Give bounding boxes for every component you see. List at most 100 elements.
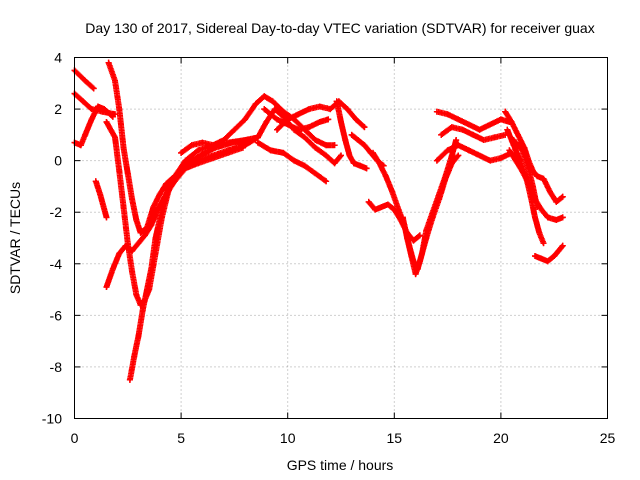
data-point bbox=[338, 152, 344, 159]
data-point bbox=[502, 108, 509, 115]
data-point bbox=[544, 214, 551, 221]
data-point bbox=[423, 227, 430, 234]
data-point bbox=[171, 178, 178, 185]
data-point bbox=[112, 77, 119, 84]
data-point bbox=[532, 196, 539, 203]
data-point bbox=[316, 118, 323, 125]
data-point bbox=[143, 286, 150, 293]
data-point bbox=[120, 204, 127, 211]
data-point bbox=[133, 291, 140, 298]
y-tick-label: 0 bbox=[54, 153, 62, 169]
data-point bbox=[382, 173, 389, 180]
data-point bbox=[77, 142, 84, 149]
y-tick-label: 4 bbox=[54, 50, 62, 66]
data-point bbox=[137, 302, 144, 309]
data-point bbox=[406, 242, 413, 249]
data-point bbox=[497, 155, 504, 162]
data-point bbox=[559, 214, 566, 221]
series-trace-s bbox=[433, 142, 515, 164]
data-point bbox=[103, 214, 110, 221]
series-trace-n bbox=[333, 98, 370, 172]
data-point bbox=[361, 142, 368, 149]
y-tick-labels: -10 -8 -6 -4 -2 0 2 4 bbox=[42, 50, 62, 427]
data-point bbox=[323, 142, 330, 149]
data-point bbox=[284, 121, 291, 128]
data-point bbox=[525, 165, 532, 172]
data-point bbox=[323, 178, 330, 185]
data-point bbox=[465, 147, 472, 154]
data-point bbox=[229, 139, 236, 146]
data-point bbox=[152, 250, 159, 257]
data-point bbox=[129, 247, 136, 254]
data-point bbox=[429, 214, 436, 221]
data-point bbox=[423, 235, 430, 241]
series-trace-y bbox=[510, 137, 541, 211]
data-point bbox=[124, 170, 131, 177]
data-point bbox=[352, 116, 359, 123]
data-point bbox=[267, 147, 274, 154]
data-point bbox=[109, 265, 116, 272]
data-point bbox=[129, 268, 136, 275]
data-point bbox=[525, 157, 532, 164]
data-point bbox=[323, 152, 330, 159]
data-point bbox=[178, 149, 185, 156]
data-point bbox=[327, 106, 334, 113]
data-point bbox=[291, 157, 298, 164]
data-point bbox=[436, 191, 443, 198]
data-point bbox=[532, 214, 539, 221]
data-point bbox=[372, 206, 379, 213]
data-point bbox=[465, 121, 472, 128]
data-point bbox=[301, 126, 308, 133]
data-point bbox=[410, 258, 417, 265]
data-point bbox=[444, 111, 451, 118]
data-point bbox=[510, 142, 517, 149]
data-point bbox=[261, 106, 268, 113]
data-point bbox=[350, 160, 357, 167]
data-point bbox=[295, 126, 302, 133]
y-tick-label: -10 bbox=[42, 411, 62, 427]
data-point bbox=[82, 131, 89, 138]
data-point bbox=[384, 201, 391, 208]
data-point bbox=[404, 235, 411, 241]
data-point bbox=[540, 175, 547, 182]
x-tick-label: 10 bbox=[280, 430, 296, 446]
data-point bbox=[508, 118, 515, 125]
data-point bbox=[519, 147, 526, 154]
x-tick-label: 0 bbox=[71, 430, 79, 446]
data-point bbox=[103, 118, 110, 125]
data-point bbox=[195, 160, 202, 167]
data-point bbox=[544, 258, 551, 265]
y-tick-label: -8 bbox=[50, 359, 63, 375]
series-trace-z bbox=[532, 242, 566, 265]
series-trace-d bbox=[92, 178, 110, 221]
data-point bbox=[280, 108, 287, 115]
series-trace-w bbox=[504, 126, 547, 247]
data-point bbox=[148, 222, 155, 229]
data-point bbox=[333, 98, 340, 105]
data-point bbox=[88, 106, 95, 113]
data-point bbox=[82, 77, 89, 84]
data-point bbox=[163, 191, 170, 198]
data-point bbox=[306, 106, 313, 113]
data-point bbox=[325, 116, 332, 123]
data-point bbox=[429, 209, 436, 216]
data-point bbox=[141, 296, 148, 303]
data-point bbox=[448, 152, 455, 159]
data-point bbox=[331, 160, 338, 167]
data-point bbox=[126, 376, 133, 383]
data-point bbox=[532, 253, 539, 260]
data-point bbox=[122, 242, 129, 249]
data-point bbox=[497, 116, 504, 123]
data-point bbox=[158, 214, 165, 221]
data-point bbox=[143, 224, 150, 231]
data-point bbox=[529, 183, 536, 190]
data-points bbox=[71, 59, 566, 383]
series-trace-j bbox=[254, 106, 344, 167]
data-point bbox=[534, 204, 541, 211]
data-point bbox=[231, 126, 238, 133]
chart-title: Day 130 of 2017, Sidereal Day-to-day VTE… bbox=[85, 20, 594, 36]
data-point bbox=[139, 307, 146, 314]
scatter-markers bbox=[71, 59, 566, 383]
data-point bbox=[188, 142, 195, 149]
data-point bbox=[301, 134, 308, 141]
